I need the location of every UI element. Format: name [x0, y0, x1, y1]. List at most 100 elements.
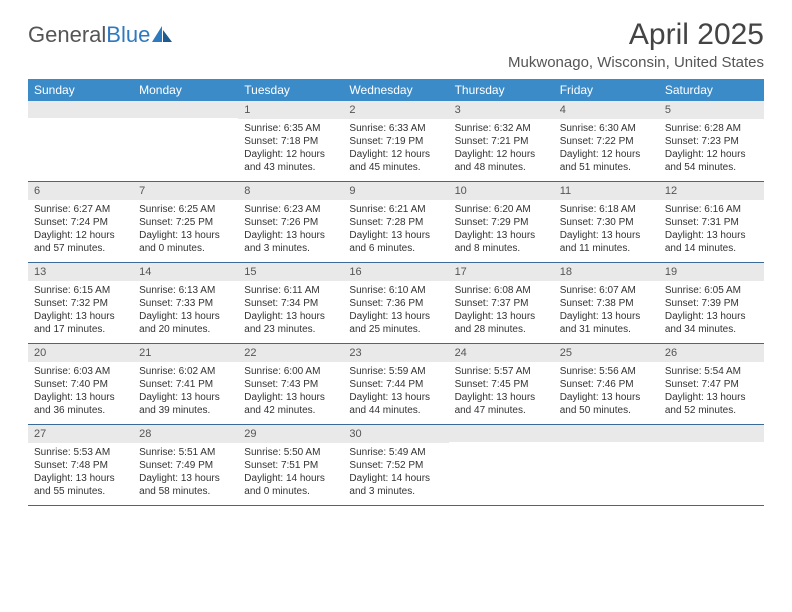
day-number: 2 [343, 101, 448, 119]
day-number: 23 [343, 344, 448, 362]
brand-part1: General [28, 22, 106, 48]
day-cell [28, 101, 133, 181]
day-cell: 12Sunrise: 6:16 AMSunset: 7:31 PMDayligh… [659, 182, 764, 262]
day-body: Sunrise: 6:23 AMSunset: 7:26 PMDaylight:… [238, 200, 343, 259]
day-number: 11 [554, 182, 659, 200]
daylight-text: and 0 minutes. [244, 485, 337, 498]
daylight-text: and 23 minutes. [244, 323, 337, 336]
daylight-text: and 34 minutes. [665, 323, 758, 336]
day-body: Sunrise: 6:03 AMSunset: 7:40 PMDaylight:… [28, 362, 133, 421]
daylight-text: Daylight: 13 hours [665, 310, 758, 323]
day-cell: 17Sunrise: 6:08 AMSunset: 7:37 PMDayligh… [449, 263, 554, 343]
day-cell: 8Sunrise: 6:23 AMSunset: 7:26 PMDaylight… [238, 182, 343, 262]
day-number: 7 [133, 182, 238, 200]
day-cell: 26Sunrise: 5:54 AMSunset: 7:47 PMDayligh… [659, 344, 764, 424]
dayhead-sunday: Sunday [28, 79, 133, 101]
day-number: 18 [554, 263, 659, 281]
day-number: 20 [28, 344, 133, 362]
daylight-text: Daylight: 13 hours [665, 229, 758, 242]
sunrise-text: Sunrise: 5:56 AM [560, 365, 653, 378]
sunrise-text: Sunrise: 6:35 AM [244, 122, 337, 135]
calendar-page: GeneralBlue April 2025 Mukwonago, Wiscon… [0, 0, 792, 506]
sunrise-text: Sunrise: 6:02 AM [139, 365, 232, 378]
daylight-text: and 47 minutes. [455, 404, 548, 417]
daylight-text: and 3 minutes. [349, 485, 442, 498]
sunset-text: Sunset: 7:40 PM [34, 378, 127, 391]
day-number: 14 [133, 263, 238, 281]
day-number [659, 425, 764, 442]
day-number: 25 [554, 344, 659, 362]
sunset-text: Sunset: 7:44 PM [349, 378, 442, 391]
daylight-text: Daylight: 13 hours [560, 310, 653, 323]
daylight-text: and 6 minutes. [349, 242, 442, 255]
day-number: 26 [659, 344, 764, 362]
sunrise-text: Sunrise: 6:33 AM [349, 122, 442, 135]
dayhead-saturday: Saturday [659, 79, 764, 101]
dayhead-thursday: Thursday [449, 79, 554, 101]
daylight-text: and 42 minutes. [244, 404, 337, 417]
day-cell: 10Sunrise: 6:20 AMSunset: 7:29 PMDayligh… [449, 182, 554, 262]
location-text: Mukwonago, Wisconsin, United States [508, 54, 764, 71]
day-number [28, 101, 133, 118]
day-number: 13 [28, 263, 133, 281]
day-cell: 23Sunrise: 5:59 AMSunset: 7:44 PMDayligh… [343, 344, 448, 424]
day-cell: 25Sunrise: 5:56 AMSunset: 7:46 PMDayligh… [554, 344, 659, 424]
day-cell [659, 425, 764, 505]
day-number: 1 [238, 101, 343, 119]
logo-sail-icon [152, 26, 174, 44]
sunrise-text: Sunrise: 6:00 AM [244, 365, 337, 378]
sunrise-text: Sunrise: 6:03 AM [34, 365, 127, 378]
calendar-grid: Sunday Monday Tuesday Wednesday Thursday… [28, 79, 764, 506]
day-number: 19 [659, 263, 764, 281]
day-cell: 6Sunrise: 6:27 AMSunset: 7:24 PMDaylight… [28, 182, 133, 262]
day-cell: 14Sunrise: 6:13 AMSunset: 7:33 PMDayligh… [133, 263, 238, 343]
dayhead-friday: Friday [554, 79, 659, 101]
daylight-text: Daylight: 13 hours [349, 310, 442, 323]
sunset-text: Sunset: 7:29 PM [455, 216, 548, 229]
day-cell: 28Sunrise: 5:51 AMSunset: 7:49 PMDayligh… [133, 425, 238, 505]
day-cell [554, 425, 659, 505]
day-body: Sunrise: 6:20 AMSunset: 7:29 PMDaylight:… [449, 200, 554, 259]
daylight-text: and 14 minutes. [665, 242, 758, 255]
day-cell: 27Sunrise: 5:53 AMSunset: 7:48 PMDayligh… [28, 425, 133, 505]
sunset-text: Sunset: 7:47 PM [665, 378, 758, 391]
sunset-text: Sunset: 7:36 PM [349, 297, 442, 310]
daylight-text: Daylight: 13 hours [455, 391, 548, 404]
daylight-text: Daylight: 14 hours [244, 472, 337, 485]
sunset-text: Sunset: 7:26 PM [244, 216, 337, 229]
dayhead-tuesday: Tuesday [238, 79, 343, 101]
day-cell: 11Sunrise: 6:18 AMSunset: 7:30 PMDayligh… [554, 182, 659, 262]
day-body: Sunrise: 6:05 AMSunset: 7:39 PMDaylight:… [659, 281, 764, 340]
day-body: Sunrise: 6:21 AMSunset: 7:28 PMDaylight:… [343, 200, 448, 259]
sunset-text: Sunset: 7:34 PM [244, 297, 337, 310]
dayhead-monday: Monday [133, 79, 238, 101]
sunrise-text: Sunrise: 6:27 AM [34, 203, 127, 216]
daylight-text: Daylight: 12 hours [349, 148, 442, 161]
sunrise-text: Sunrise: 6:15 AM [34, 284, 127, 297]
day-cell: 21Sunrise: 6:02 AMSunset: 7:41 PMDayligh… [133, 344, 238, 424]
daylight-text: Daylight: 13 hours [455, 310, 548, 323]
day-number: 12 [659, 182, 764, 200]
daylight-text: and 52 minutes. [665, 404, 758, 417]
day-cell: 13Sunrise: 6:15 AMSunset: 7:32 PMDayligh… [28, 263, 133, 343]
sunrise-text: Sunrise: 6:23 AM [244, 203, 337, 216]
sunset-text: Sunset: 7:43 PM [244, 378, 337, 391]
daylight-text: and 57 minutes. [34, 242, 127, 255]
daylight-text: Daylight: 12 hours [455, 148, 548, 161]
day-cell: 18Sunrise: 6:07 AMSunset: 7:38 PMDayligh… [554, 263, 659, 343]
week-row: 6Sunrise: 6:27 AMSunset: 7:24 PMDaylight… [28, 182, 764, 263]
day-number: 24 [449, 344, 554, 362]
day-cell [133, 101, 238, 181]
daylight-text: and 0 minutes. [139, 242, 232, 255]
sunset-text: Sunset: 7:38 PM [560, 297, 653, 310]
dayhead-wednesday: Wednesday [343, 79, 448, 101]
day-number: 5 [659, 101, 764, 119]
day-body: Sunrise: 6:07 AMSunset: 7:38 PMDaylight:… [554, 281, 659, 340]
day-cell: 3Sunrise: 6:32 AMSunset: 7:21 PMDaylight… [449, 101, 554, 181]
sunrise-text: Sunrise: 6:28 AM [665, 122, 758, 135]
day-number: 9 [343, 182, 448, 200]
day-number: 22 [238, 344, 343, 362]
sunrise-text: Sunrise: 6:11 AM [244, 284, 337, 297]
sunrise-text: Sunrise: 6:20 AM [455, 203, 548, 216]
daylight-text: and 20 minutes. [139, 323, 232, 336]
